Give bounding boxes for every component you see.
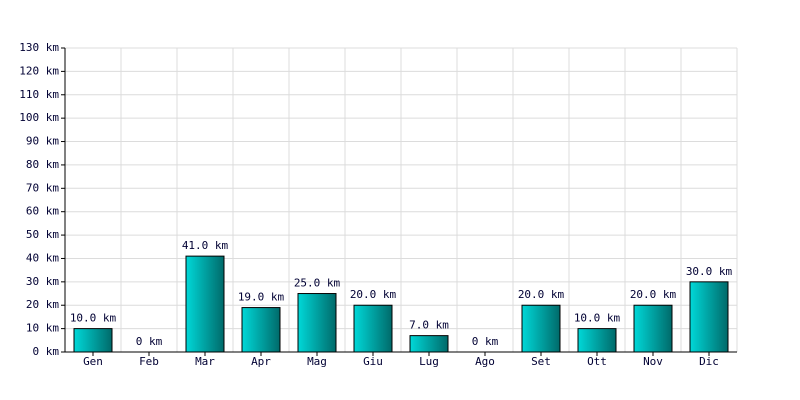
x-tick-label: Set	[531, 355, 551, 368]
bar	[689, 281, 729, 353]
x-tick-label: Mag	[307, 355, 327, 368]
bar	[633, 304, 673, 353]
y-tick-label: 90 km	[26, 135, 59, 148]
x-tick-label: Ago	[475, 355, 495, 368]
bar	[297, 293, 337, 353]
value-label: 7.0 km	[409, 319, 449, 332]
y-tick-label: 110 km	[19, 88, 59, 101]
y-tick-label: 50 km	[26, 228, 59, 241]
y-tick-label: 130 km	[19, 41, 59, 54]
y-tick-label: 80 km	[26, 158, 59, 171]
bar	[185, 255, 225, 353]
value-label: 41.0 km	[182, 239, 229, 252]
bar	[409, 335, 449, 353]
value-label: 30.0 km	[686, 265, 733, 278]
y-tick-label: 0 km	[33, 345, 60, 358]
x-tick-label: Lug	[419, 355, 439, 368]
y-tick-label: 10 km	[26, 322, 59, 335]
x-tick-label: Giu	[363, 355, 383, 368]
value-label: 20.0 km	[630, 288, 677, 301]
value-label: 10.0 km	[574, 312, 621, 325]
bar	[577, 328, 617, 353]
value-label: 19.0 km	[238, 291, 285, 304]
value-label: 20.0 km	[518, 288, 565, 301]
y-tick-label: 70 km	[26, 181, 59, 194]
y-tick-label: 120 km	[19, 64, 59, 77]
value-label: 25.0 km	[294, 277, 341, 290]
bar	[521, 304, 561, 353]
y-tick-label: 30 km	[26, 275, 59, 288]
value-label: 0 km	[472, 335, 499, 348]
bar	[241, 307, 281, 353]
x-tick-label: Gen	[83, 355, 103, 368]
value-label: 10.0 km	[70, 312, 117, 325]
y-tick-label: 40 km	[26, 251, 59, 264]
y-tick-label: 60 km	[26, 205, 59, 218]
bar	[73, 328, 113, 353]
x-tick-label: Nov	[643, 355, 663, 368]
bar	[353, 304, 393, 353]
y-tick-label: 100 km	[19, 111, 59, 124]
x-tick-label: Apr	[251, 355, 271, 368]
x-tick-label: Mar	[195, 355, 215, 368]
value-label: 20.0 km	[350, 288, 397, 301]
y-tick-label: 20 km	[26, 298, 59, 311]
x-tick-label: Ott	[587, 355, 607, 368]
x-tick-label: Dic	[699, 355, 719, 368]
x-tick-label: Feb	[139, 355, 159, 368]
value-label: 0 km	[136, 335, 163, 348]
